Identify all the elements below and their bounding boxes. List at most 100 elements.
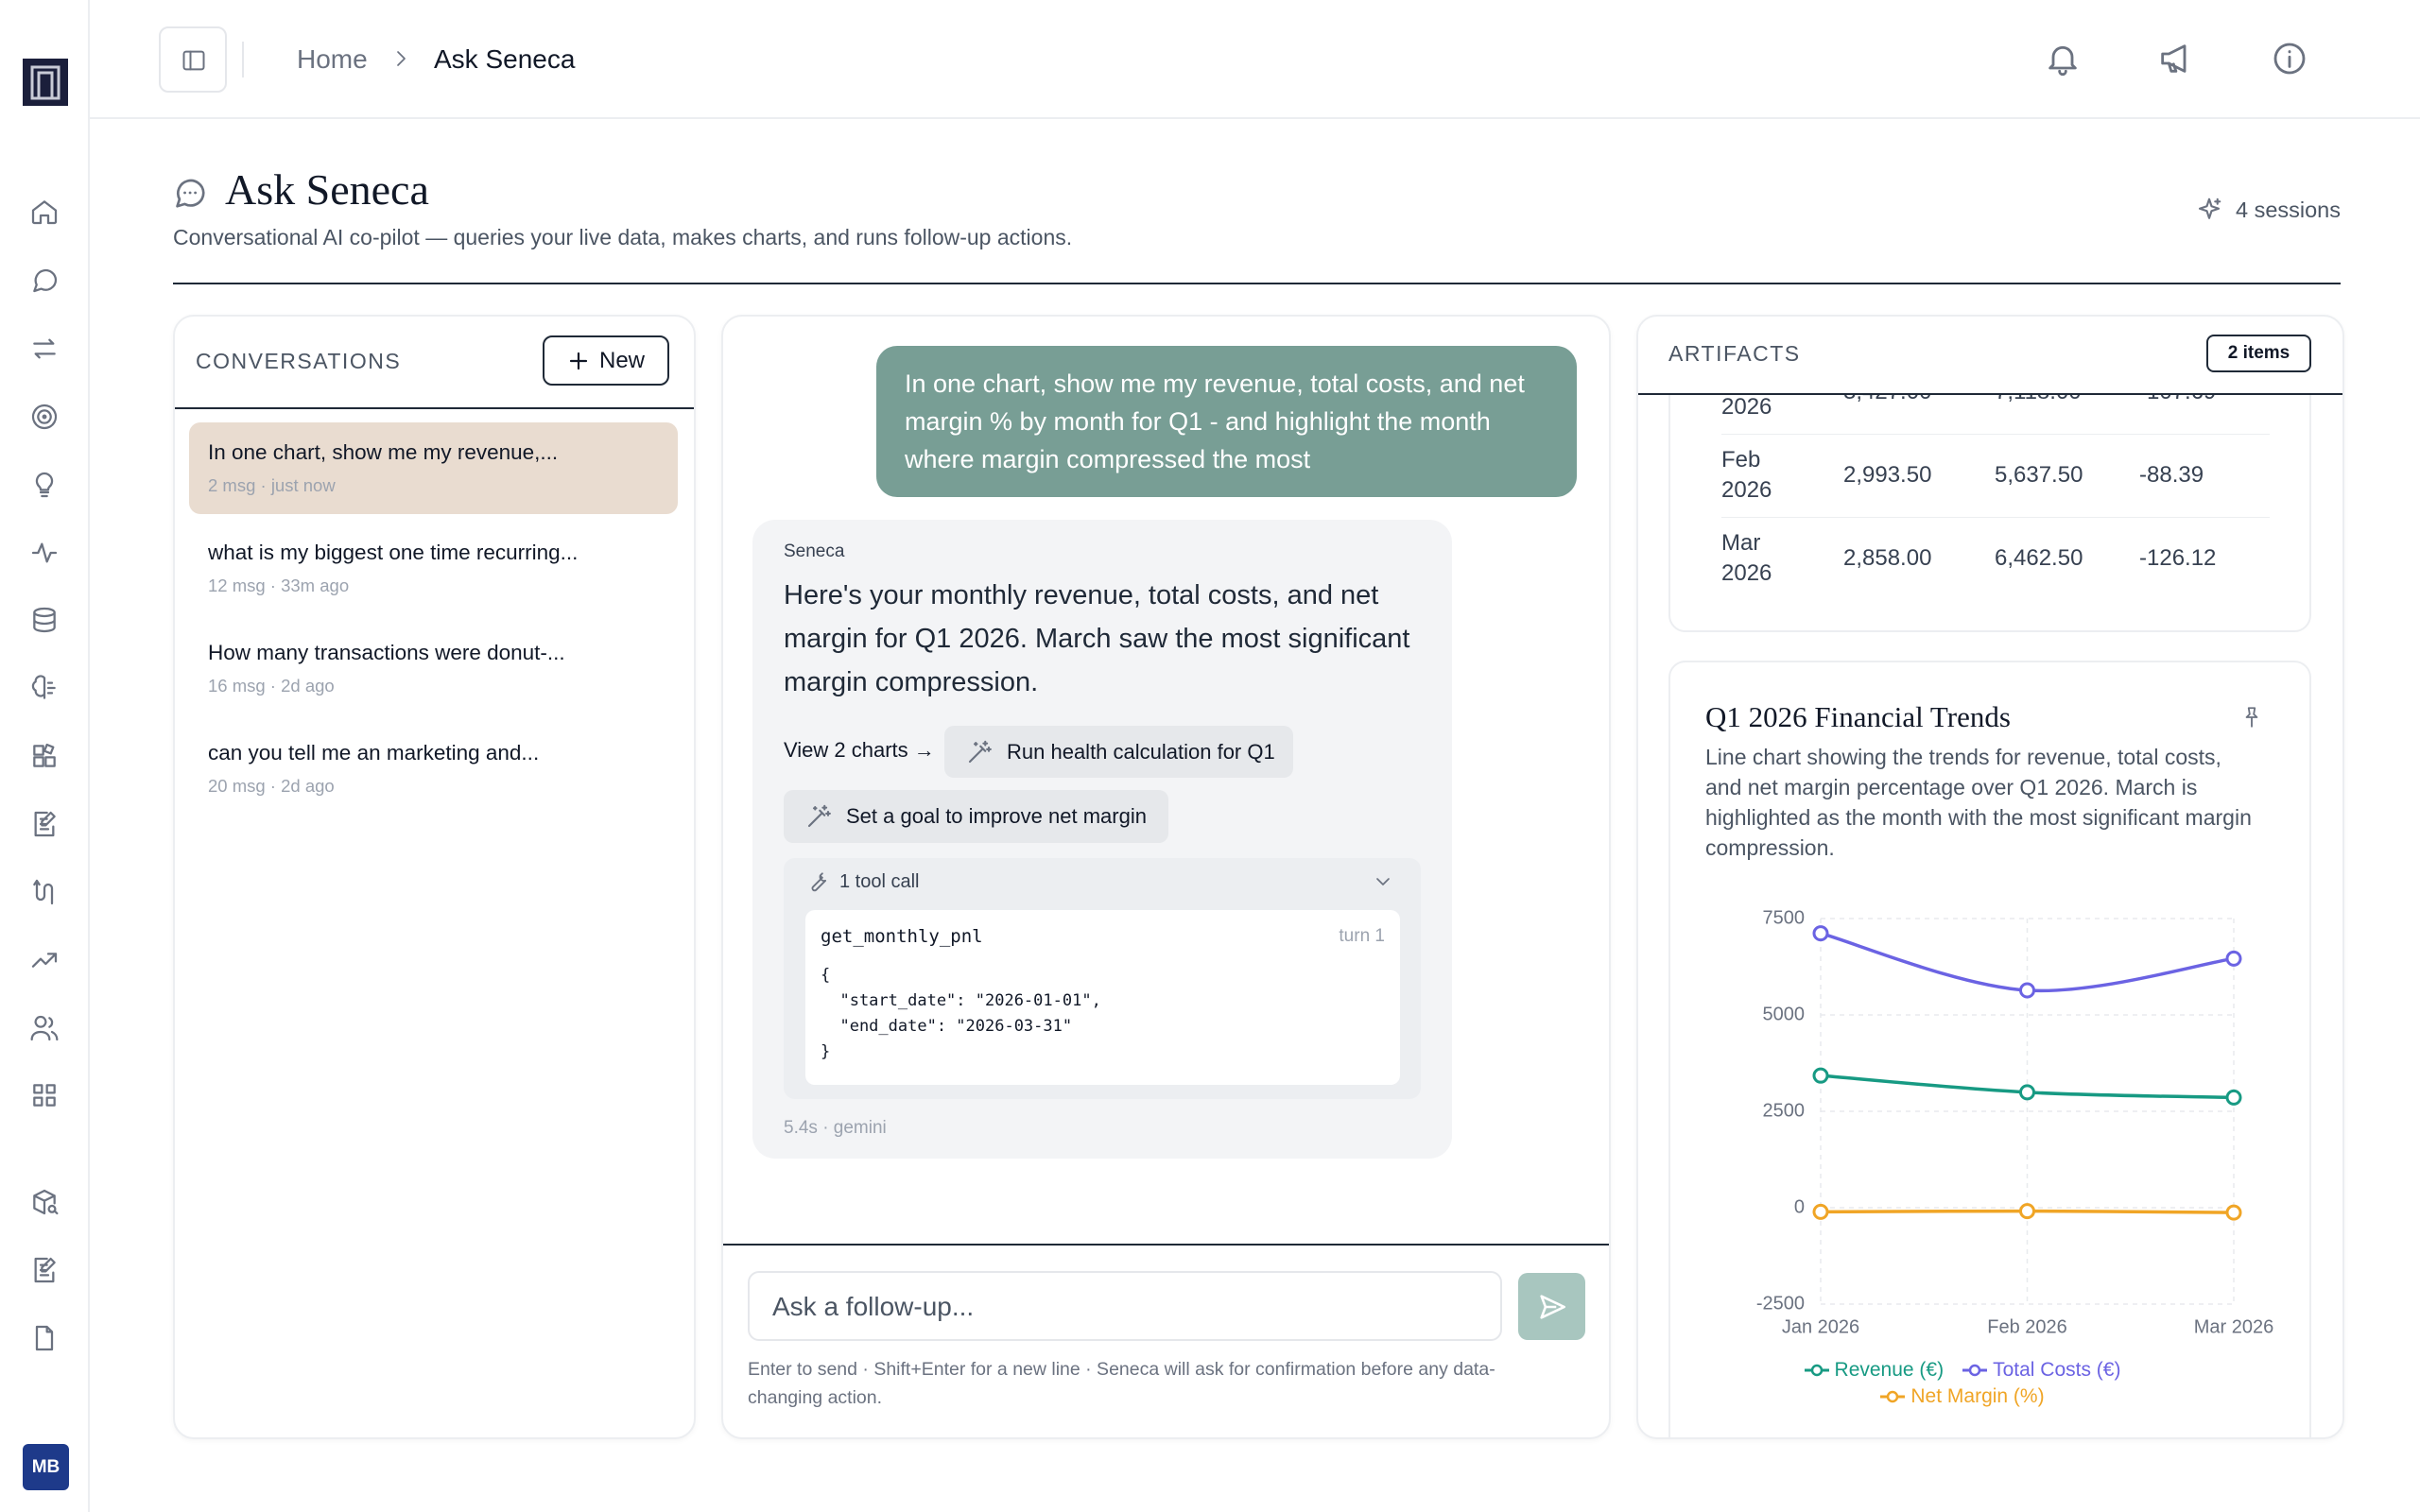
info-icon[interactable] xyxy=(2271,40,2308,77)
nav-icon-path xyxy=(33,1189,59,1215)
legend-label: Revenue (€) xyxy=(1834,1359,1945,1381)
chart-card: Q1 2026 Financial Trends Line chart show… xyxy=(1668,661,2311,1437)
action-label: Set a goal to improve net margin xyxy=(846,804,1147,828)
row-month: Jan 2026 xyxy=(1721,395,1772,420)
nav-icon[interactable] xyxy=(29,877,60,907)
nav-icon[interactable] xyxy=(29,470,60,500)
view-charts-link[interactable]: View 2 charts → xyxy=(784,738,935,762)
nav-icon[interactable] xyxy=(29,197,60,227)
nav-icon[interactable] xyxy=(29,538,60,568)
nav-icon-path xyxy=(33,1084,56,1107)
legend-marker xyxy=(1880,1390,1906,1403)
x-tick-label: Feb 2026 xyxy=(1987,1316,2067,1337)
nav-icon[interactable] xyxy=(29,1255,60,1285)
breadcrumb-chevron xyxy=(397,51,406,66)
assistant-message: Seneca Here's your monthly revenue, tota… xyxy=(752,520,1452,1159)
table-cell: -107.69 xyxy=(2139,395,2216,407)
table-cell: 2,858.00 xyxy=(1843,545,1932,571)
nav-icon[interactable] xyxy=(29,1013,60,1043)
assistant-name: Seneca xyxy=(784,541,845,561)
legend-marker xyxy=(1962,1364,1988,1377)
conversations-panel: CONVERSATIONS New In one chart, show me … xyxy=(173,315,696,1439)
data-point xyxy=(2225,1089,2242,1106)
legend-item[interactable]: Revenue (€) xyxy=(1804,1359,1945,1382)
logo[interactable] xyxy=(23,59,68,106)
nav-icon-path xyxy=(34,1257,56,1283)
artifacts-divider xyxy=(1638,393,2342,395)
wand-icon xyxy=(807,804,831,828)
tool-detail: get_monthly_pnl turn 1 { "start_date": "… xyxy=(805,910,1400,1085)
nav-icon[interactable] xyxy=(29,673,60,703)
send-icon xyxy=(1540,1295,1566,1319)
new-conversation-button[interactable]: New xyxy=(543,335,669,386)
pin-icon[interactable] xyxy=(2239,705,2264,730)
nav-icon[interactable] xyxy=(29,265,60,295)
page-subtitle: Conversational AI co-pilot — queries you… xyxy=(173,225,1073,249)
nav-icon-path xyxy=(35,472,54,498)
nav-icon[interactable] xyxy=(29,945,60,975)
conversations-heading: CONVERSATIONS xyxy=(196,349,402,373)
data-point xyxy=(1812,1203,1829,1220)
nav-icon[interactable] xyxy=(29,741,60,771)
nav-icon-path xyxy=(33,268,58,293)
follow-up-input[interactable]: Ask a follow-up... xyxy=(748,1271,1502,1341)
tool-turn: turn 1 xyxy=(1339,926,1385,946)
y-tick-label: 2500 xyxy=(1763,1100,1806,1121)
legend-item[interactable]: Total Costs (€) xyxy=(1962,1359,2120,1382)
table-cell: -126.12 xyxy=(2139,545,2217,571)
tool-call[interactable]: 1 tool call get_monthly_pnl turn 1 { "st… xyxy=(784,858,1421,1099)
conversation-item[interactable]: can you tell me an marketing and... 20 ms… xyxy=(189,723,678,815)
nav-icon-path xyxy=(35,1325,54,1351)
wand-icon xyxy=(968,740,992,763)
tool-name: get_monthly_pnl xyxy=(821,926,983,947)
top-bar xyxy=(90,0,2420,119)
conversation-item[interactable]: what is my biggest one time recurring...… xyxy=(189,523,678,614)
artifacts-count: 2 items xyxy=(2206,335,2311,372)
row-separator xyxy=(1721,434,2270,435)
conversation-title: what is my biggest one time recurring... xyxy=(208,541,579,564)
table-card: Jan 2026 3,427.00 7,118.00 -107.69 Feb 2026 2… xyxy=(1668,395,2311,632)
nav-icon-path xyxy=(31,675,56,699)
nav-icon-path xyxy=(31,953,58,968)
composer-hint: Enter to send · Shift+Enter for a new li… xyxy=(748,1359,1495,1408)
chevron-icon xyxy=(1376,878,1390,885)
nav-icon[interactable] xyxy=(29,605,60,635)
table-cell: 5,637.50 xyxy=(1995,462,2083,488)
y-tick-label: 0 xyxy=(1794,1196,1805,1217)
nav-icon[interactable] xyxy=(29,809,60,839)
artifacts-panel: ARTIFACTS 2 items Jan 2026 3,427.00 7,118.… xyxy=(1636,315,2344,1439)
plus-icon xyxy=(569,352,588,369)
nav-icon[interactable] xyxy=(29,1323,60,1353)
legend-label: Net Margin (%) xyxy=(1910,1385,2045,1407)
sidebar-toggle[interactable] xyxy=(159,26,227,93)
nav-icon-path xyxy=(31,404,58,430)
y-tick-label: 7500 xyxy=(1763,907,1806,928)
nav-icon[interactable] xyxy=(29,1187,60,1217)
data-point xyxy=(2225,950,2242,967)
avatar[interactable]: MB xyxy=(23,1444,69,1490)
nav-icon[interactable] xyxy=(29,334,60,364)
composer-divider xyxy=(723,1244,1609,1246)
action-button[interactable]: Run health calculation for Q1 xyxy=(944,726,1293,778)
conversation-item[interactable]: How many transactions were donut-... 16 m… xyxy=(189,623,678,714)
action-button[interactable]: Set a goal to improve net margin xyxy=(784,790,1168,843)
breadcrumb-home[interactable]: Home xyxy=(297,44,368,74)
line-chart: -2500 0 2500 5000 7500 Jan 2026 Feb 2026 Mar 20… xyxy=(1756,907,2273,1337)
input-placeholder: Ask a follow-up... xyxy=(772,1292,975,1321)
data-point xyxy=(2019,1084,2035,1101)
nav-icon[interactable] xyxy=(29,402,60,432)
nav-icon[interactable] xyxy=(29,1080,60,1110)
conversation-meta: 20 msg · 2d ago xyxy=(208,776,335,796)
nav-icon-path xyxy=(31,542,58,563)
send-button[interactable] xyxy=(1518,1273,1585,1340)
page-title: Ask Seneca xyxy=(225,165,429,214)
table-cell: 6,462.50 xyxy=(1995,545,2083,571)
conversation-item[interactable]: In one chart, show me my revenue,... 2 ms… xyxy=(189,422,678,514)
data-point xyxy=(1812,925,1829,942)
nav-icon-path xyxy=(33,338,56,359)
notifications-icon[interactable] xyxy=(2044,40,2082,77)
conversations-divider xyxy=(175,407,694,409)
announcements-icon[interactable] xyxy=(2156,40,2194,77)
legend-item[interactable]: Net Margin (%) xyxy=(1880,1385,2045,1408)
legend-label: Total Costs (€) xyxy=(1993,1359,2121,1381)
